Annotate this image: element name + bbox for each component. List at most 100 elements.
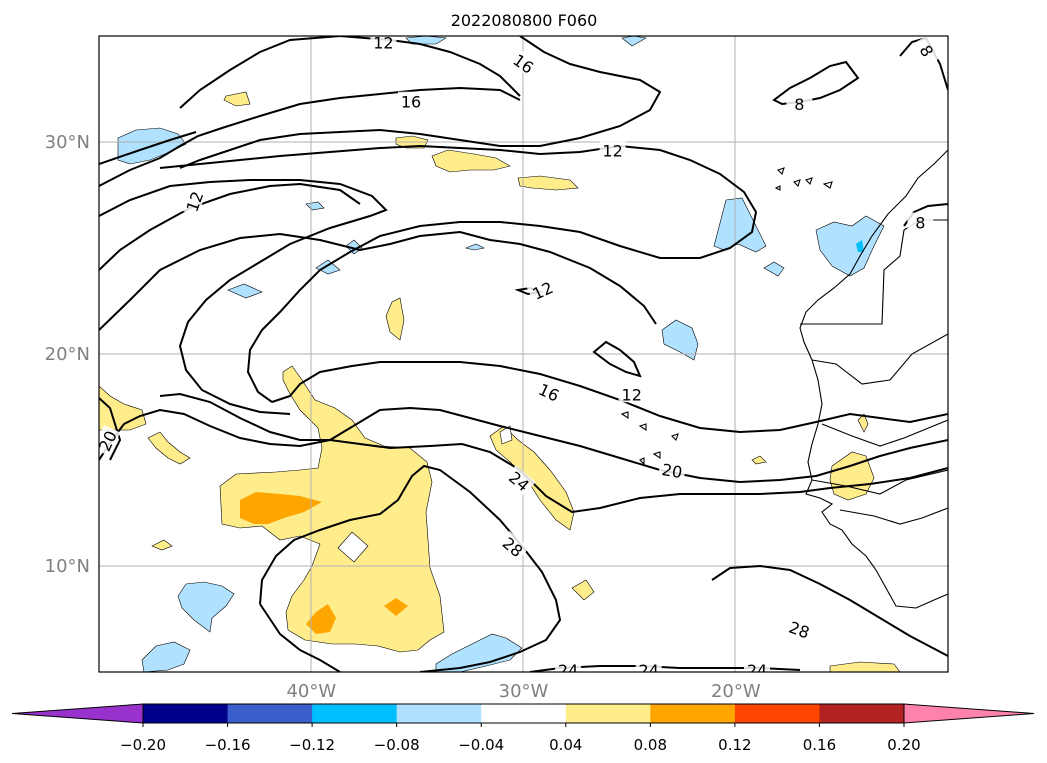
colorbar-tick-label: 0.20 [887,736,920,754]
contour-label-bg [508,47,540,78]
cape-verde-1 [620,411,629,420]
contour-label-bg [99,424,121,457]
colorbar-frame [142,703,905,724]
yellow-region-small-1 [147,431,191,465]
blue-region-14 [465,243,485,251]
contour-16-south [271,361,948,434]
contour-12-mid [99,179,388,415]
contour-label-group: 8 [907,212,934,233]
lat-tick-label: 20°N [45,344,90,365]
canary-5 [774,185,781,191]
africa-inner-border-3 [821,419,948,447]
blue-region-4 [227,283,263,299]
canary-4 [822,181,833,189]
contour-label-bg [180,185,207,217]
yellow-region-n4 [223,91,251,107]
blue-region-11 [435,633,523,672]
cape-verde-5 [639,457,645,466]
contour-label-bg [555,659,582,672]
longitude-labels: 40°W 30°W 20°W [286,681,760,702]
contour-label: 24 [747,661,767,680]
contour-label-group: 12 [618,384,645,404]
colorbar-tick-label: 0.16 [803,736,836,754]
colorbar-extend-low [11,703,144,724]
contour-16-mid [99,182,361,271]
africa-inner-border-5 [839,507,948,525]
canary-1 [776,167,785,176]
blue-region-9 [177,581,235,633]
latitude-labels: 30°N 20°N 10°N [45,132,90,577]
orange-region-1 [240,492,322,524]
yellow-region-s3 [151,539,173,551]
contour-label-group: 28 [784,615,816,642]
colorbar-tick-label: −0.08 [374,736,420,754]
contour-label-group: 8 [786,93,813,114]
contour-28-main [259,464,562,672]
colorbar-segment [819,704,905,723]
contour-label-group: 24 [555,659,582,680]
cape-verde-4 [652,451,661,460]
anomaly-holes [337,425,513,563]
yellow-region-s2 [571,579,595,601]
contour-12-nw [99,86,521,187]
blue-region-8 [763,261,785,277]
africa-coast [799,149,948,609]
figure-title: 2022080800 F060 [451,11,598,30]
canary-3 [804,177,813,186]
contour-label: 24 [558,661,578,680]
orange-region-2 [306,604,336,634]
colorbar-segment [650,704,736,723]
yellow-region-s1 [829,661,901,672]
colorbar-extend-high [903,703,1035,724]
colorbar-segment [734,704,820,723]
contour-label-bg [497,530,530,562]
colorbar-segment [227,704,313,723]
contour-label-bg [786,93,813,112]
contour-label-bg [907,212,934,231]
lat-tick-label: 30°N [45,132,90,153]
contour-12-loop [159,144,758,403]
contour-label-group: 12 [370,36,397,52]
colorbar-segment [481,704,567,723]
contour-16-sw [99,397,122,461]
contour-label: 12 [602,142,622,161]
moderate-negative-shading [856,240,864,252]
contour-label-group: 12 [599,140,626,161]
colorbar-segment [396,704,482,723]
contour-label: 16 [401,93,421,112]
contour-12-small-1 [592,340,642,378]
contour-label: 24 [639,661,659,680]
contour-label-group: 20 [657,458,687,482]
colorbar-tick-label: −0.12 [289,736,335,754]
contour-label: 20 [660,460,683,482]
colorbar-segment [312,704,398,723]
contour-label-bg [744,659,770,672]
contour-label-bg [398,91,424,110]
blue-region-5 [661,319,699,361]
colorbar: −0.20 −0.16 −0.12 −0.08 −0.04 0.04 0.08 0.12 0.1… [11,703,1035,754]
lon-tick-label: 40°W [286,681,336,702]
deep-blue-spot-1 [856,240,864,252]
yellow-region-n2 [431,149,511,173]
yellow-region-s4 [751,455,767,465]
contour-label-bg [635,659,662,672]
lon-tick-label: 20°W [711,681,761,702]
lat-tick-label: 10°N [45,556,90,577]
contour-label: 8 [794,95,804,114]
contour-label-bg [526,275,558,304]
lat-lon-grid [99,36,948,672]
contour-label-group: 24 [744,659,770,680]
contour-lines [99,36,948,672]
blue-region-13 [621,36,647,47]
contour-label: 8 [915,214,925,233]
contour-label-bg [370,36,397,51]
contour-16-n [179,36,662,169]
contour-12-top [179,36,521,109]
contour-label-bg [657,458,687,481]
colorbar-segment [143,704,229,723]
contour-28-sw [259,603,341,672]
contour-28-se [711,564,948,657]
yellow-region-e1 [829,451,875,501]
